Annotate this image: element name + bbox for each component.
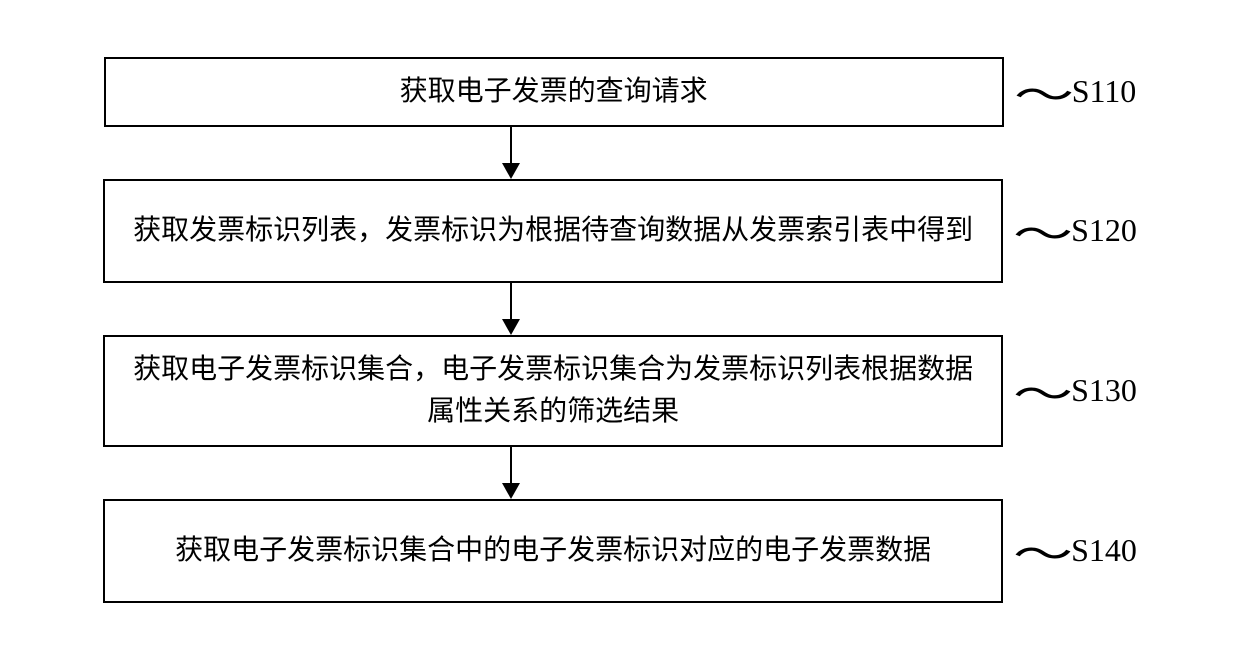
step-label: S140 [1071,532,1137,569]
flowchart-step-box: 获取发票标识列表，发票标识为根据待查询数据从发票索引表中得到 [103,179,1003,283]
flowchart-container: 获取电子发票的查询请求〜S110获取发票标识列表，发票标识为根据待查询数据从发票… [0,37,1240,623]
arrow-line [510,447,512,485]
curve-connector-icon: 〜 [1013,202,1073,260]
arrow-line [510,283,512,321]
flowchart-arrow [40,127,1200,179]
flowchart-row: 获取发票标识列表，发票标识为根据待查询数据从发票索引表中得到〜S120 [40,179,1200,283]
arrow-head-icon [502,163,520,179]
flowchart-row: 获取电子发票标识集合，电子发票标识集合为发票标识列表根据数据属性关系的筛选结果〜… [40,335,1200,447]
flowchart-row: 获取电子发票标识集合中的电子发票标识对应的电子发票数据〜S140 [40,499,1200,603]
step-label: S120 [1071,212,1137,249]
step-label-group: 〜S140 [1023,522,1137,580]
flowchart-row: 获取电子发票的查询请求〜S110 [40,57,1200,127]
flowchart-arrow [40,283,1200,335]
curve-connector-icon: 〜 [1014,63,1074,121]
flowchart-step-box: 获取电子发票的查询请求 [104,57,1004,127]
step-label-group: 〜S120 [1023,202,1137,260]
curve-connector-icon: 〜 [1013,522,1073,580]
flowchart-step-box: 获取电子发票标识集合，电子发票标识集合为发票标识列表根据数据属性关系的筛选结果 [103,335,1003,447]
curve-connector-icon: 〜 [1013,362,1073,420]
step-label-group: 〜S110 [1024,63,1137,121]
step-label-group: 〜S130 [1023,362,1137,420]
step-label: S110 [1072,73,1137,110]
step-label: S130 [1071,372,1137,409]
arrow-head-icon [502,483,520,499]
arrow-head-icon [502,319,520,335]
flowchart-step-box: 获取电子发票标识集合中的电子发票标识对应的电子发票数据 [103,499,1003,603]
arrow-line [510,127,512,165]
flowchart-arrow [40,447,1200,499]
